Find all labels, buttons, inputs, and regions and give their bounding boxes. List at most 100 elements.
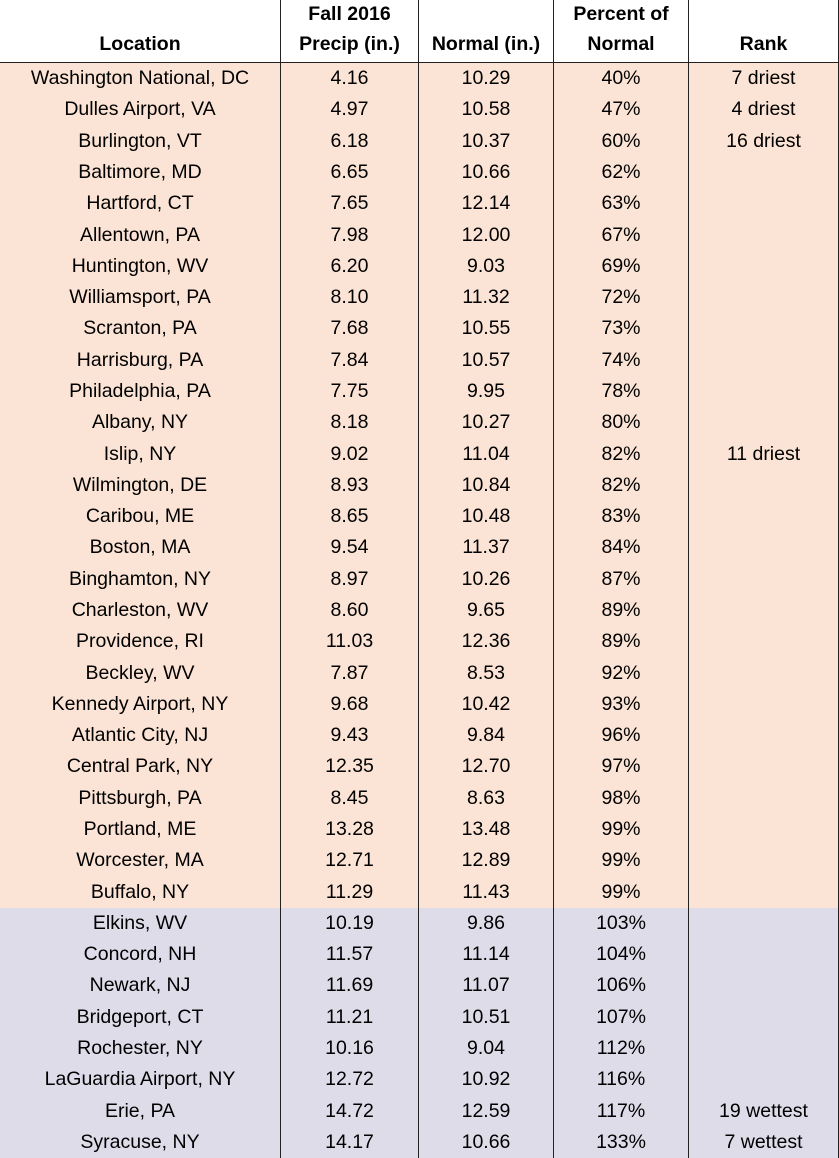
precip-cell: 7.68 — [281, 313, 419, 346]
percent-cell: 78% — [554, 375, 689, 409]
precip-cell: 7.75 — [281, 375, 419, 409]
rank-cell: 19 wettest — [689, 1095, 839, 1128]
percent-cell: 87% — [554, 563, 689, 596]
rank-cell — [689, 594, 839, 628]
percent-cell: 89% — [554, 626, 689, 659]
percent-cell: 97% — [554, 751, 689, 784]
location-cell: Huntington, WV — [0, 250, 281, 283]
normal-cell: 8.63 — [419, 782, 554, 815]
location-cell: Buffalo, NY — [0, 876, 281, 909]
normal-cell: 12.14 — [419, 188, 554, 221]
rank-cell — [689, 970, 839, 1003]
header-text: Normal — [587, 33, 655, 55]
percent-cell: 98% — [554, 782, 689, 815]
precip-cell: 8.60 — [281, 594, 419, 628]
precip-cell: 9.43 — [281, 720, 419, 753]
precip-cell: 11.29 — [281, 876, 419, 909]
location-cell: Concord, NH — [0, 939, 281, 972]
location-cell: Portland, ME — [0, 813, 281, 847]
rank-cell: 4 driest — [689, 94, 839, 127]
percent-cell: 63% — [554, 188, 689, 221]
location-cell: Burlington, VT — [0, 125, 281, 158]
percent-cell: 67% — [554, 219, 689, 252]
precip-cell: 9.68 — [281, 688, 419, 721]
normal-cell: 12.00 — [419, 219, 554, 252]
precip-cell: 12.35 — [281, 751, 419, 784]
location-cell: Rochester, NY — [0, 1032, 281, 1066]
location-cell: Providence, RI — [0, 626, 281, 659]
header-text: Normal (in.) — [431, 33, 541, 55]
normal-cell: 10.26 — [419, 563, 554, 596]
normal-cell: 11.04 — [419, 438, 554, 471]
precip-cell: 12.71 — [281, 845, 419, 878]
location-cell: Bridgeport, CT — [0, 1001, 281, 1034]
percent-cell: 40% — [554, 63, 689, 96]
percent-cell: 83% — [554, 501, 689, 534]
rank-cell — [689, 876, 839, 909]
precip-cell: 10.19 — [281, 907, 419, 940]
normal-cell: 10.58 — [419, 94, 554, 127]
normal-cell: 11.32 — [419, 282, 554, 315]
location-cell: LaGuardia Airport, NY — [0, 1064, 281, 1097]
rank-cell — [689, 407, 839, 440]
precip-cell: 8.65 — [281, 501, 419, 534]
precip-cell: 10.16 — [281, 1032, 419, 1066]
rank-cell — [689, 156, 839, 190]
normal-cell: 9.65 — [419, 594, 554, 628]
rank-cell — [689, 563, 839, 596]
location-cell: Erie, PA — [0, 1095, 281, 1128]
percent-cell: 99% — [554, 813, 689, 847]
precip-cell: 4.97 — [281, 94, 419, 127]
location-cell: Washington National, DC — [0, 63, 281, 96]
location-cell: Baltimore, MD — [0, 156, 281, 190]
percent-cell: 99% — [554, 845, 689, 878]
location-cell: Newark, NJ — [0, 970, 281, 1003]
header-text: Fall 2016 — [308, 3, 391, 25]
rank-cell — [689, 1064, 839, 1097]
precip-cell: 8.18 — [281, 407, 419, 440]
precip-cell: 11.03 — [281, 626, 419, 659]
rank-cell — [689, 501, 839, 534]
normal-cell: 9.04 — [419, 1032, 554, 1066]
rank-cell: 11 driest — [689, 438, 839, 471]
precip-cell: 13.28 — [281, 813, 419, 847]
rank-cell: 7 driest — [689, 63, 839, 96]
rank-cell — [689, 751, 839, 784]
rank-cell — [689, 782, 839, 815]
location-cell: Atlantic City, NJ — [0, 720, 281, 753]
location-cell: Caribou, ME — [0, 501, 281, 534]
location-cell: Boston, MA — [0, 532, 281, 565]
rank-cell: 16 driest — [689, 125, 839, 158]
percent-cell: 96% — [554, 720, 689, 753]
location-cell: Williamsport, PA — [0, 282, 281, 315]
percent-cell: 104% — [554, 939, 689, 972]
percent-cell: 99% — [554, 876, 689, 909]
precip-cell: 11.21 — [281, 1001, 419, 1034]
normal-cell: 11.14 — [419, 939, 554, 972]
percent-cell: 89% — [554, 594, 689, 628]
location-cell: Hartford, CT — [0, 188, 281, 221]
location-cell: Charleston, WV — [0, 594, 281, 628]
percent-cell: 69% — [554, 250, 689, 283]
precip-cell: 7.65 — [281, 188, 419, 221]
rank-cell — [689, 344, 839, 377]
precip-cell: 7.87 — [281, 657, 419, 690]
percent-cell: 117% — [554, 1095, 689, 1128]
precip-cell: 8.97 — [281, 563, 419, 596]
normal-cell: 12.36 — [419, 626, 554, 659]
location-cell: Allentown, PA — [0, 219, 281, 252]
normal-cell: 11.07 — [419, 970, 554, 1003]
normal-cell: 10.66 — [419, 1126, 554, 1158]
location-cell: Kennedy Airport, NY — [0, 688, 281, 721]
percent-cell: 72% — [554, 282, 689, 315]
rank-cell — [689, 657, 839, 690]
header-text: Precip (in.) — [299, 33, 400, 55]
rank-cell — [689, 1001, 839, 1034]
normal-cell: 10.29 — [419, 63, 554, 96]
precip-cell: 14.17 — [281, 1126, 419, 1158]
precip-cell: 8.10 — [281, 282, 419, 315]
precip-cell: 11.69 — [281, 970, 419, 1003]
rank-cell — [689, 375, 839, 409]
normal-cell: 9.03 — [419, 250, 554, 283]
precip-cell: 7.84 — [281, 344, 419, 377]
